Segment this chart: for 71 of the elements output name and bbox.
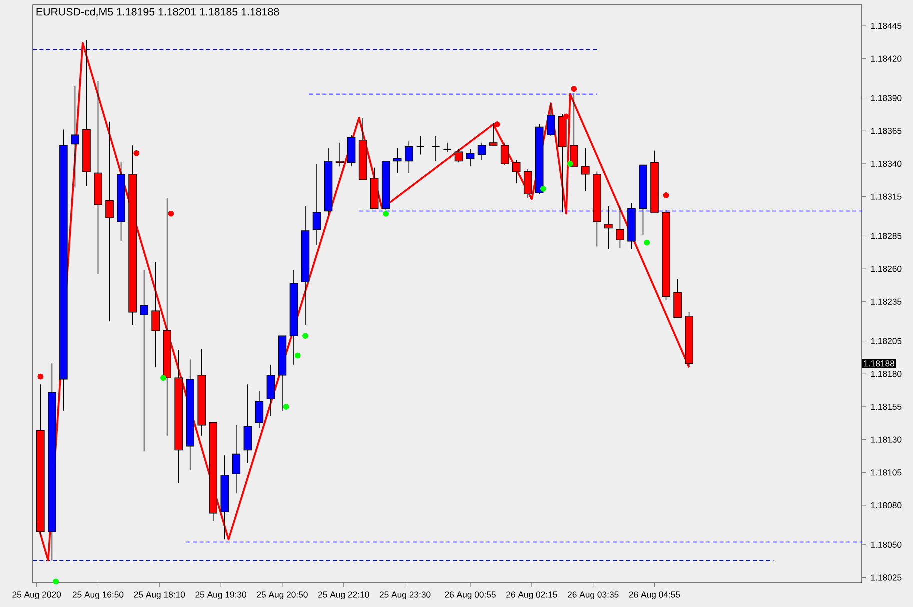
candlestick — [454, 149, 464, 164]
point — [663, 192, 670, 198]
y-tick-label: 1.18050 — [871, 542, 902, 548]
candlestick — [524, 168, 532, 199]
y-tick-label: 1.18180 — [871, 371, 902, 378]
candlestick — [546, 103, 556, 137]
candlestick — [312, 164, 322, 246]
x-tick-label: 25 Aug 16:50 — [72, 592, 124, 600]
candlestick — [71, 86, 80, 188]
point — [160, 375, 166, 382]
point — [294, 352, 301, 359]
y-tick-label: 1.18130 — [871, 436, 902, 443]
chart-title: EURUSD-cd,M5 1.18195 1.18201 1.18185 1.18188 — [36, 8, 280, 18]
candlestick — [232, 424, 241, 494]
point — [644, 240, 650, 246]
point — [283, 404, 290, 410]
x-tick-label: 25 Aug 22:10 — [318, 592, 370, 600]
candlestick — [604, 206, 613, 250]
x-tick-label: 26 Aug 00:55 — [445, 592, 496, 600]
candlestick — [416, 136, 425, 156]
point — [571, 86, 578, 92]
y-tick-label: 1.18390 — [871, 95, 902, 102]
y-tick-label: 1.18445 — [871, 22, 902, 30]
y-tick-label: 1.18420 — [871, 56, 902, 62]
candlestick — [432, 136, 440, 162]
point — [302, 333, 308, 339]
point — [540, 186, 546, 192]
y-tick-label: 1.18080 — [871, 502, 902, 509]
y-tick-label: 1.18285 — [871, 233, 902, 240]
candlestick — [106, 122, 114, 322]
candlestick — [255, 390, 264, 428]
y-tick-label: 1.18315 — [871, 194, 902, 200]
x-tick-label: 26 Aug 03:35 — [568, 592, 619, 600]
candlestick — [616, 206, 624, 248]
candlestick — [244, 384, 252, 464]
candlestick — [512, 160, 521, 184]
candlestick — [140, 270, 148, 452]
x-tick-label: 25 Aug 18:10 — [134, 592, 186, 600]
point — [53, 578, 59, 585]
y-tick-label: 1.18260 — [871, 266, 902, 272]
y-tick-label: 1.18025 — [871, 574, 902, 581]
candlestick — [393, 148, 402, 174]
y-tick-label: 1.18155 — [871, 404, 902, 410]
x-tick-label: 26 Aug 02:15 — [506, 592, 558, 600]
point — [38, 374, 44, 380]
y-tick-label: 1.18105 — [871, 470, 902, 476]
candlestick — [266, 364, 276, 417]
y-tick-label: 1.18235 — [871, 298, 902, 305]
text: 1.18188 — [864, 360, 895, 367]
x-tick-label: 25 Aug 19:30 — [196, 592, 246, 600]
y-tick-label: 1.18340 — [871, 160, 902, 168]
candlestick — [336, 142, 344, 167]
x-tick-label: 25 Aug 2020 — [12, 592, 62, 600]
point — [567, 161, 574, 167]
candlestick — [443, 142, 452, 153]
candlestick — [582, 148, 590, 192]
point — [564, 114, 570, 120]
point — [168, 210, 174, 217]
y-tick-label: 1.18205 — [871, 338, 902, 344]
candlestick — [466, 149, 475, 167]
candlestick — [500, 142, 510, 166]
candlestick — [478, 142, 486, 160]
y-tick-label: 1.18365 — [871, 128, 902, 134]
point — [134, 150, 140, 156]
point — [494, 122, 500, 128]
x-tick-label: 25 Aug 20:50 — [257, 592, 308, 600]
point — [383, 210, 390, 217]
candlestick — [152, 262, 160, 368]
x-tick-label: 25 Aug 23:30 — [380, 592, 431, 600]
x-tick-label: 26 Aug 04:55 — [629, 592, 680, 600]
candlestick — [404, 141, 414, 174]
